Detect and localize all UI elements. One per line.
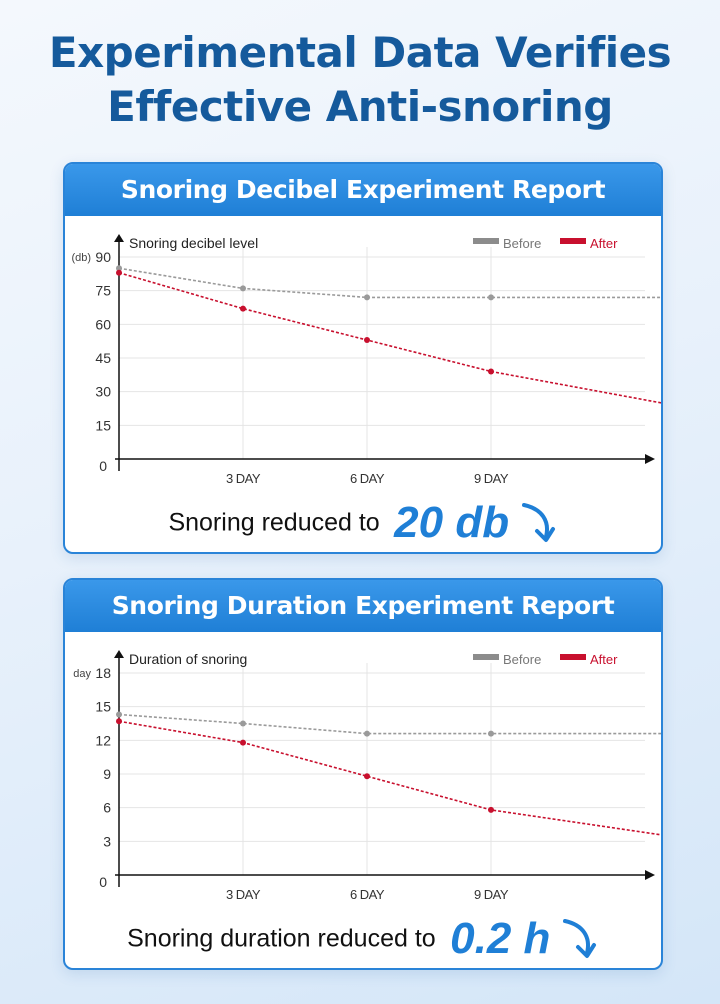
duration-report-card: Snoring Duration Experiment Report 18 15 1… — [63, 578, 663, 970]
x-tick-label: 3 DAY — [226, 471, 261, 486]
series-line-after — [118, 271, 661, 404]
y-unit-label: day — [73, 668, 91, 680]
series-line-after — [118, 720, 661, 836]
duration-report-title: Snoring Duration Experiment Report — [65, 580, 661, 632]
legend-label: Before — [503, 236, 541, 251]
x-tick-label: 6 DAY — [350, 887, 385, 902]
x-axis-arrow-icon — [645, 870, 655, 880]
decibel-caption-value: 20 db — [394, 498, 510, 547]
duration-caption-value: 0.2 h — [450, 914, 551, 963]
y-tick-label: 90 — [95, 249, 111, 265]
y-tick-label: 60 — [95, 316, 111, 332]
data-point-after — [116, 718, 122, 725]
y-tick-label: 3 — [103, 833, 111, 849]
data-point-before — [240, 720, 246, 727]
decibel-result-caption: Snoring reduced to 20 db — [65, 498, 661, 548]
curved-down-arrow-icon — [521, 503, 555, 542]
duration-caption-text: Snoring duration reduced to — [127, 924, 436, 953]
x-tick-label: 9 DAY — [474, 887, 509, 902]
y-tick-label: 9 — [103, 766, 111, 782]
decibel-caption-text: Snoring reduced to — [168, 508, 380, 537]
y-tick-label: 45 — [95, 350, 111, 366]
data-point-before — [116, 711, 122, 718]
series-line-before — [118, 267, 661, 299]
data-point-after — [488, 806, 494, 813]
duration-result-caption: Snoring duration reduced to 0.2 h — [65, 914, 661, 964]
data-point-before — [116, 265, 122, 272]
y-tick-label: 6 — [103, 800, 111, 816]
decibel-report-card: Snoring Decibel Experiment Report 90 75 60… — [63, 162, 663, 554]
chart-title: Snoring decibel level — [129, 235, 258, 251]
legend-label: After — [590, 236, 618, 251]
y-axis-arrow-icon — [114, 650, 124, 658]
y-tick-label: 18 — [95, 665, 111, 681]
legend-swatch — [560, 654, 586, 660]
y-tick-label: 75 — [95, 283, 111, 299]
x-axis-arrow-icon — [645, 454, 655, 464]
origin-label: 0 — [99, 874, 107, 890]
y-unit-label: (db) — [71, 252, 91, 264]
legend-label: After — [590, 652, 618, 667]
data-point-after — [364, 337, 370, 344]
origin-label: 0 — [99, 458, 107, 474]
series-line-before — [118, 713, 661, 735]
headline-line-2: Effective Anti-snoring — [107, 82, 613, 131]
page-headline: Experimental Data Verifies Effective Ant… — [0, 26, 720, 134]
data-point-before — [488, 730, 494, 737]
x-tick-label: 3 DAY — [226, 887, 261, 902]
chart-title: Duration of snoring — [129, 651, 247, 667]
legend-swatch — [560, 238, 586, 244]
y-tick-label: 30 — [95, 384, 111, 400]
decibel-report-title: Snoring Decibel Experiment Report — [65, 164, 661, 216]
headline-line-1: Experimental Data Verifies — [48, 28, 672, 77]
data-point-after — [240, 739, 246, 746]
y-tick-label: 12 — [95, 732, 111, 748]
legend-swatch — [473, 654, 499, 660]
legend-swatch — [473, 238, 499, 244]
data-point-after — [240, 305, 246, 312]
legend-label: Before — [503, 652, 541, 667]
y-axis-arrow-icon — [114, 234, 124, 242]
data-point-before — [364, 294, 370, 301]
data-point-before — [240, 285, 246, 292]
curved-down-arrow-icon — [562, 919, 596, 958]
y-tick-label: 15 — [95, 699, 111, 715]
data-point-before — [488, 294, 494, 301]
data-point-after — [364, 773, 370, 780]
data-point-after — [116, 269, 122, 276]
y-tick-label: 15 — [95, 417, 111, 433]
x-tick-label: 6 DAY — [350, 471, 385, 486]
x-tick-label: 9 DAY — [474, 471, 509, 486]
data-point-before — [364, 730, 370, 737]
data-point-after — [488, 368, 494, 375]
